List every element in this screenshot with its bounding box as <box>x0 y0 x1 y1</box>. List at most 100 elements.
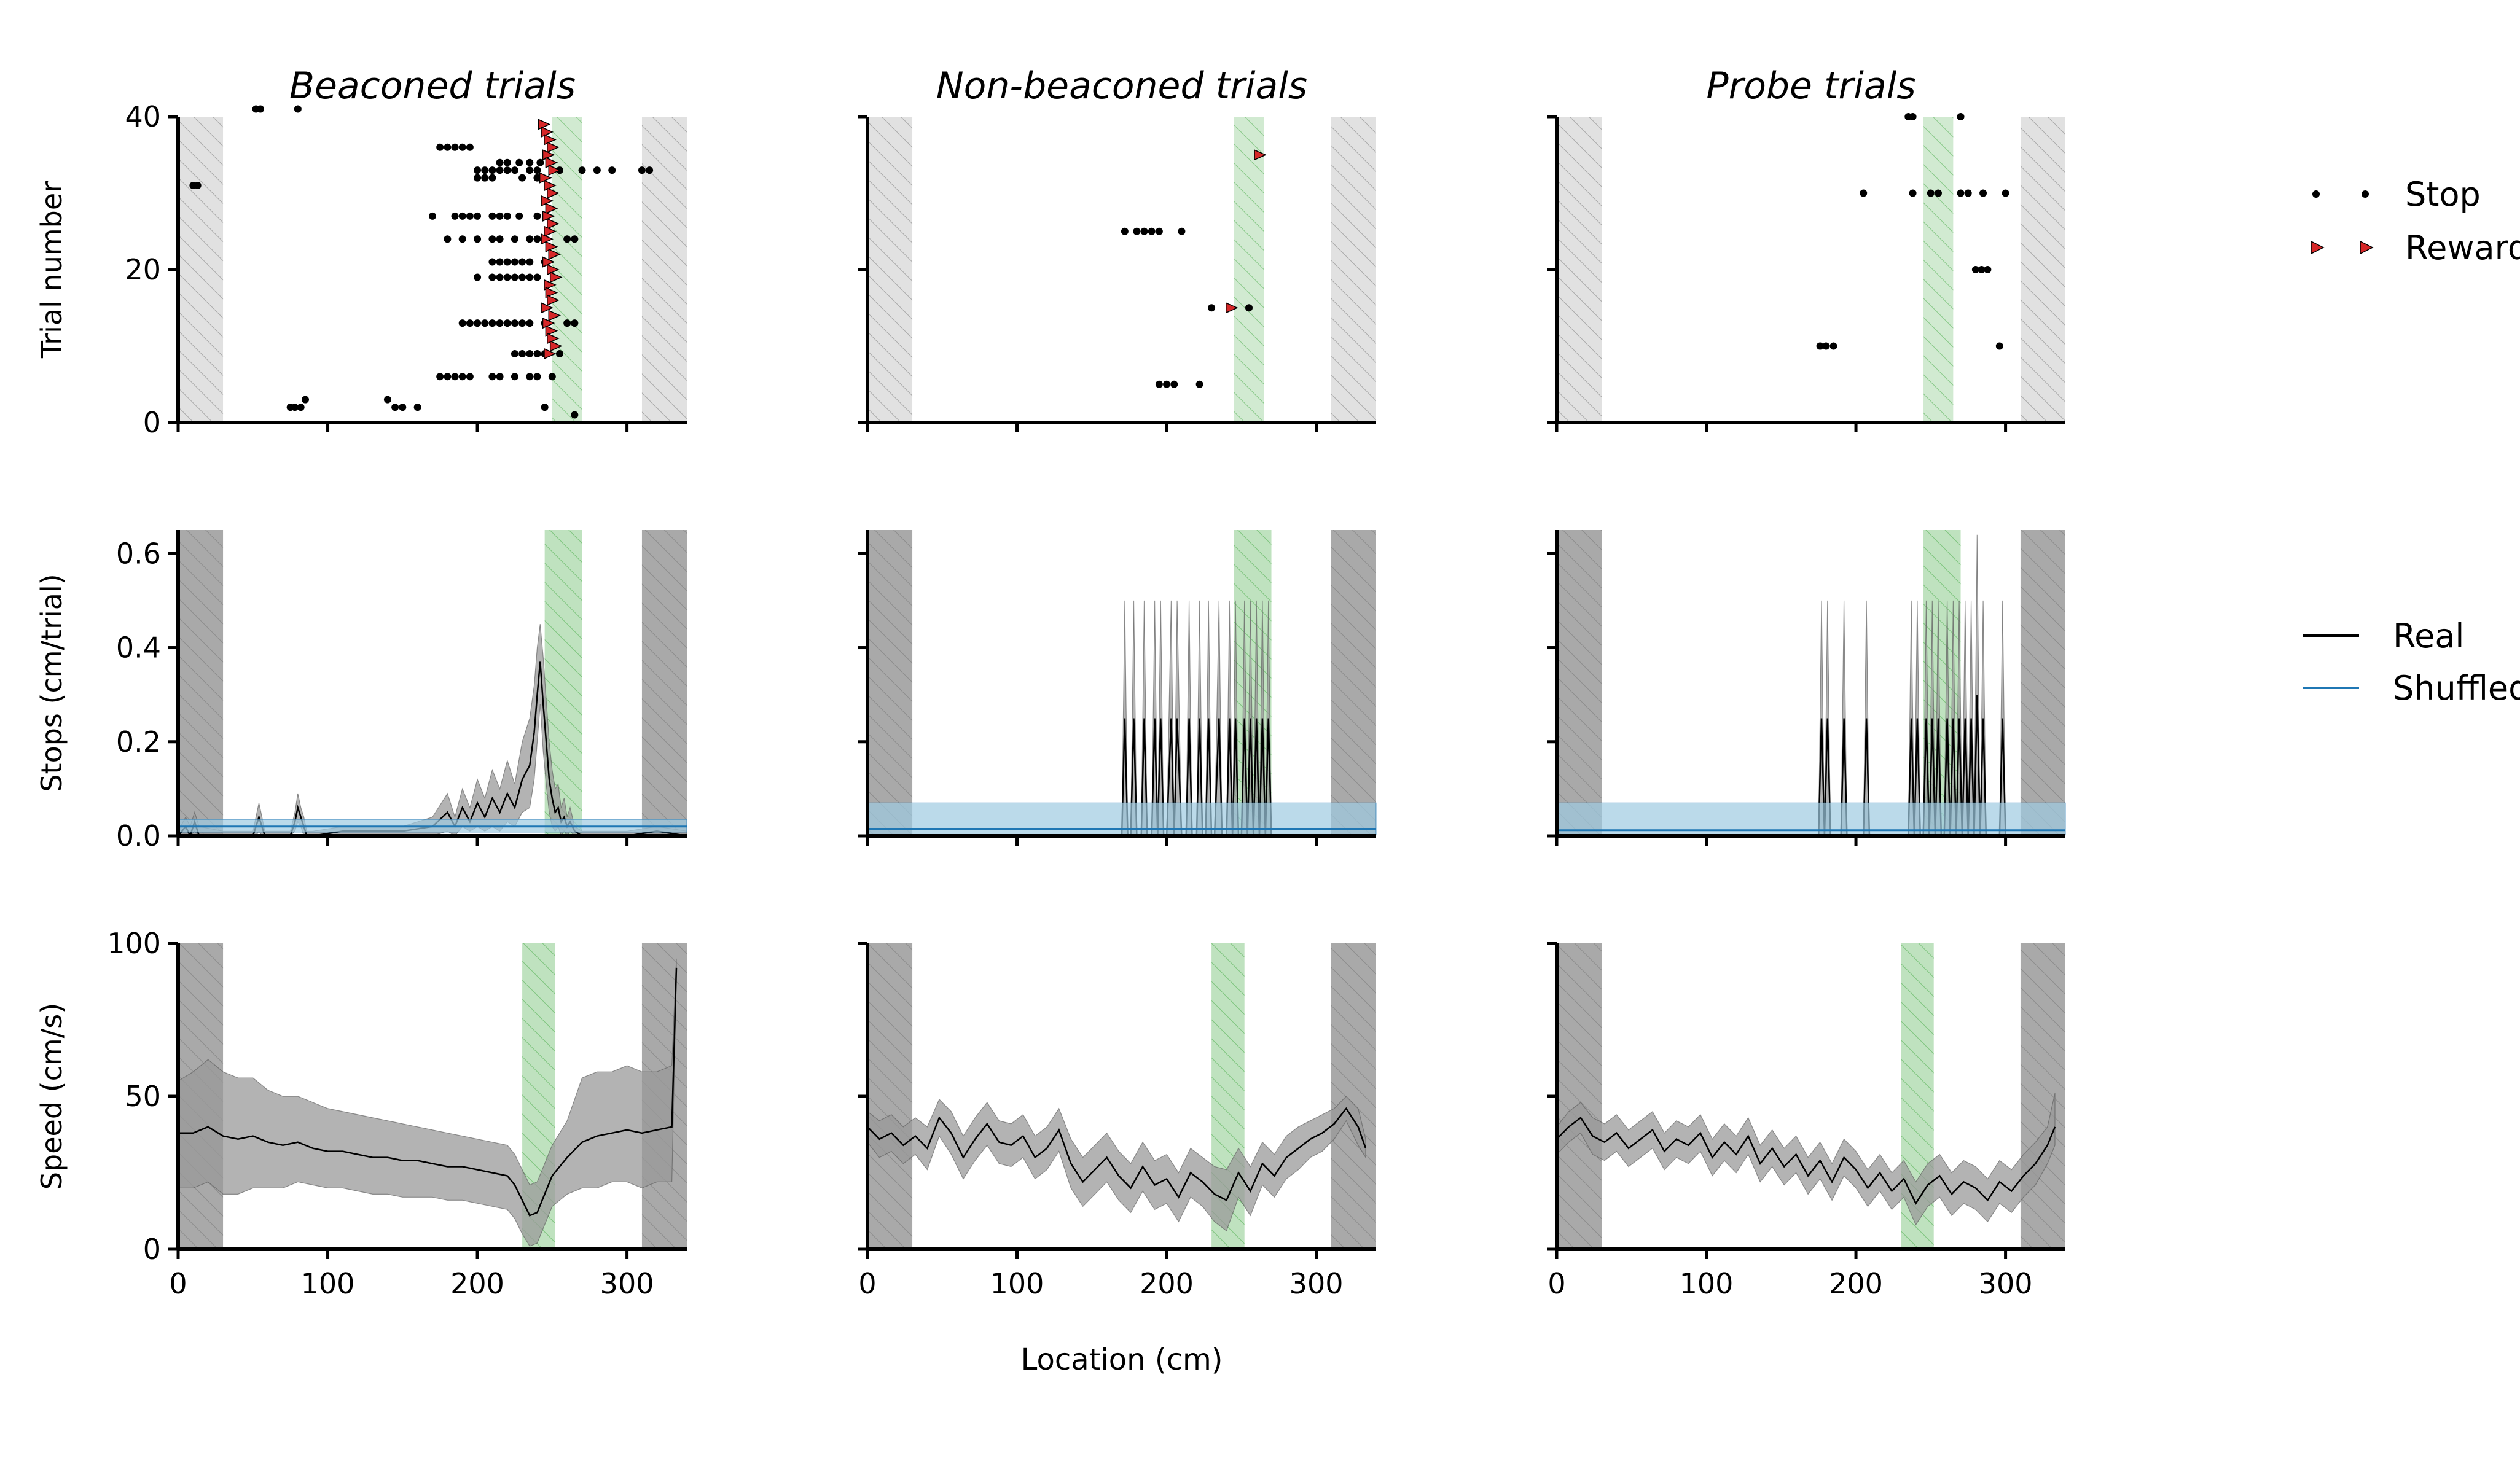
stop-point <box>391 404 399 411</box>
stop-point <box>1140 227 1148 235</box>
stop-point <box>451 373 459 381</box>
stop-point <box>466 319 474 327</box>
stop-point <box>533 166 541 174</box>
stop-point <box>571 319 579 327</box>
legend-real-label: Real <box>2393 617 2464 655</box>
stop-point <box>474 174 482 182</box>
stop-point <box>518 174 526 182</box>
reward-point <box>1226 302 1238 314</box>
real-line <box>178 967 678 1217</box>
stop-point <box>194 182 202 190</box>
x-axis-label: Location (cm) <box>1021 1343 1223 1377</box>
stop-point <box>503 166 511 174</box>
panel-1-1: 0 20 40 Beaconed trials Trial number <box>35 64 687 439</box>
stop-point <box>496 373 504 381</box>
stop-point <box>1909 113 1917 120</box>
stop-point <box>1822 342 1830 350</box>
stop-point <box>511 349 518 357</box>
stop-point <box>511 235 518 243</box>
stop-point <box>496 273 504 281</box>
stop-point <box>548 373 556 381</box>
stop-point <box>526 235 534 243</box>
stop-point <box>383 396 391 404</box>
y-tick-label: 0.6 <box>116 537 161 570</box>
stop-point <box>291 404 299 411</box>
stop-point <box>533 273 541 281</box>
y-axis-label: Stops (cm/trial) <box>35 574 68 792</box>
stop-point <box>1195 380 1203 388</box>
stop-point <box>556 349 563 357</box>
x-tick-label: 100 <box>990 1267 1044 1300</box>
stop-point <box>436 143 444 151</box>
black-box-hatch <box>1557 117 1602 423</box>
stop-point <box>1909 189 1917 197</box>
legend-stop-marker <box>2362 190 2369 198</box>
stop-point <box>458 373 466 381</box>
stop-point <box>302 396 309 404</box>
stop-point <box>451 212 459 220</box>
reward-point <box>547 294 560 306</box>
stop-point <box>488 212 496 220</box>
stop-point <box>503 158 511 166</box>
stop-point <box>451 143 459 151</box>
stop-point <box>533 373 541 381</box>
stop-point <box>444 143 452 151</box>
panel-1-3: Probe trials <box>1547 64 2065 432</box>
real-line <box>867 1107 1367 1202</box>
y-tick-label: 50 <box>125 1080 161 1113</box>
reward-point <box>547 218 560 230</box>
stop-point <box>511 166 518 174</box>
reward-point <box>547 141 560 153</box>
black-box-hatch <box>1331 530 1376 836</box>
panel-title-non-beaconed-trials: Non-beaconed trials <box>936 64 1307 107</box>
black-box-hatch <box>178 117 224 423</box>
stop-point <box>458 212 466 220</box>
reward-point <box>544 348 557 360</box>
stop-point <box>515 212 523 220</box>
panel-2-1: 0.0 0.2 0.4 0.6 Stops (cm/trial) <box>35 530 687 852</box>
legend-lines: Real Shuffled <box>2303 617 2520 708</box>
stop-point <box>526 166 534 174</box>
reward-point <box>541 195 554 207</box>
y-tick-label: 0.2 <box>116 725 161 758</box>
stop-point <box>496 212 504 220</box>
real-line <box>1556 1117 2056 1205</box>
stop-point <box>1208 304 1216 312</box>
stop-point <box>2002 189 2009 197</box>
real-band <box>178 624 687 837</box>
black-box-hatch <box>867 117 913 423</box>
black-box-hatch <box>2020 117 2065 423</box>
stop-point <box>256 105 264 113</box>
stop-point <box>488 166 496 174</box>
x-tick-label: 300 <box>1979 1267 2033 1300</box>
stop-point <box>533 212 541 220</box>
stop-point <box>526 319 534 327</box>
stop-point <box>1816 342 1824 350</box>
stop-point <box>511 319 518 327</box>
x-tick-label: 100 <box>1680 1267 1734 1300</box>
stop-point <box>466 143 474 151</box>
stop-point <box>1155 380 1163 388</box>
stop-point <box>533 235 541 243</box>
y-axis-label: Trial number <box>35 181 68 359</box>
y-tick-label: 40 <box>125 100 161 133</box>
reward-point <box>548 164 562 176</box>
stop-point <box>474 319 482 327</box>
y-tick-label: 100 <box>107 927 161 960</box>
stop-point <box>444 235 452 243</box>
black-box-hatch <box>641 117 687 423</box>
stop-point <box>593 166 601 174</box>
legend-shuffled-label: Shuffled <box>2393 669 2520 708</box>
stop-point <box>488 319 496 327</box>
reward-point <box>542 210 555 222</box>
stop-point <box>1971 266 1979 273</box>
x-tick-label: 0 <box>858 1267 876 1300</box>
stop-point <box>511 273 518 281</box>
stop-point <box>458 235 466 243</box>
reward-point <box>545 325 558 337</box>
black-box-hatch <box>867 530 913 836</box>
stop-point <box>429 212 436 220</box>
stop-point <box>496 158 504 166</box>
stop-point <box>474 235 482 243</box>
